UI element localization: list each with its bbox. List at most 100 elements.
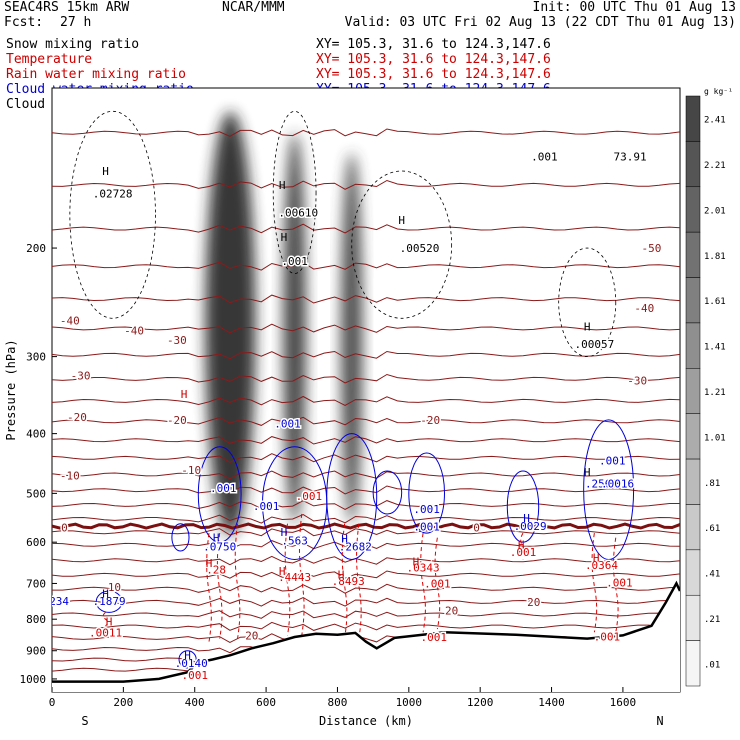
temperature-label: -50 xyxy=(642,242,662,255)
rain-water-label: .4443 xyxy=(278,571,311,584)
isotherm-line xyxy=(52,350,680,360)
isotherm-line xyxy=(52,621,680,631)
cloud-water-label: .001 xyxy=(210,482,237,495)
cloud-water-label: .0750 xyxy=(203,541,236,554)
cloud-water-label: .001 xyxy=(413,521,440,534)
high-marker: H xyxy=(206,557,213,570)
rain-water-contour xyxy=(234,523,241,639)
isotherm-line xyxy=(52,485,680,495)
cloud-water-label: .0016 xyxy=(601,478,634,491)
isotherm-line xyxy=(52,570,680,579)
rain-water-label: .001 xyxy=(181,669,208,682)
isotherm-line xyxy=(52,528,680,537)
temperature-label: 20 xyxy=(445,605,458,618)
x-tick-label: 600 xyxy=(256,696,276,709)
isotherm-line xyxy=(52,395,680,406)
high-marker: H xyxy=(338,569,345,582)
colorbar-swatch xyxy=(685,368,701,414)
colorbar-swatch xyxy=(685,322,701,369)
colorbar-swatch xyxy=(685,231,701,278)
high-marker: H xyxy=(341,533,348,546)
x-tick-label: 1000 xyxy=(396,696,423,709)
colorbar-label: .01 xyxy=(704,660,720,670)
cloud-ice-contour xyxy=(272,110,317,274)
cloud-water-contour xyxy=(506,470,540,543)
cloud-water-contour xyxy=(372,470,403,515)
cloud-water-label: .0029 xyxy=(514,520,547,533)
cloud-ice-label: .00610 xyxy=(278,206,318,219)
y-tick-label: 800 xyxy=(26,613,46,626)
x-tick-label: 200 xyxy=(113,696,133,709)
cloud-water-label: .2560 xyxy=(585,478,618,491)
x-tick-label: 0 xyxy=(49,696,56,709)
temperature-label: 10 xyxy=(108,581,121,594)
forecast-hour: 27 h xyxy=(60,15,92,30)
cloud-water-contour xyxy=(326,433,378,560)
isotherm-line xyxy=(52,453,680,463)
north-label: N xyxy=(656,714,663,728)
high-marker: H xyxy=(213,532,220,545)
high-marker: H xyxy=(281,526,288,539)
cloud-ice-label: .001 xyxy=(531,150,558,163)
x-tick-label: 1400 xyxy=(538,696,565,709)
rain-water-label: .0011 xyxy=(89,626,122,639)
colorbar-label: 2.01 xyxy=(704,206,726,216)
colorbar-label: .41 xyxy=(704,570,720,580)
temperature-label: -40 xyxy=(60,314,80,327)
field-xy-range: XY= 105.3, 31.6 to 124.3,147.6 xyxy=(316,67,551,82)
y-tick-label: 200 xyxy=(26,242,46,255)
rain-water-contour xyxy=(102,612,109,627)
cloud-water-contour xyxy=(583,419,635,560)
cloud-water-label: .001 xyxy=(253,500,280,513)
cloud-ice-contour xyxy=(558,247,617,358)
rain-water-contour xyxy=(216,533,223,639)
temperature-label: 0 xyxy=(473,522,480,535)
snow-column xyxy=(205,111,256,536)
y-tick-label: 300 xyxy=(26,351,46,364)
cloud-ice-contour xyxy=(69,110,156,319)
high-marker: H xyxy=(584,320,591,333)
cloud-water-label: 234 xyxy=(49,595,69,608)
temperature-label: 20 xyxy=(527,596,540,609)
cloud-water-contour xyxy=(171,523,190,552)
colorbar-label: .61 xyxy=(704,524,720,534)
isotherm-line xyxy=(52,555,680,566)
rain-water-label: .001 xyxy=(424,577,451,590)
isotherm-line xyxy=(52,500,680,510)
x-axis-title: Distance (km) xyxy=(319,714,413,728)
isotherm-line xyxy=(52,416,680,426)
colorbar-swatch xyxy=(685,95,701,142)
init-time: Init: 00 UTC Thu 01 Aug 13 xyxy=(532,0,737,15)
colorbar-label: .81 xyxy=(704,479,720,489)
colorbar-swatch xyxy=(685,458,701,505)
rain-water-label: .0343 xyxy=(407,562,440,575)
high-marker: H xyxy=(281,231,288,244)
temperature-label: -30 xyxy=(167,334,187,347)
cloud-water-label: .001 xyxy=(599,454,626,467)
rain-water-label: .001 xyxy=(510,546,537,559)
valid-time: Valid: 03 UTC Fri 02 Aug 13 (22 CDT Thu … xyxy=(344,15,736,30)
isotherm-line xyxy=(52,596,680,607)
isotherm-line xyxy=(52,470,680,480)
colorbar-unit: g kg⁻¹ xyxy=(704,87,733,96)
colorbar-swatch xyxy=(685,594,701,641)
cloud-ice-label: .00520 xyxy=(400,242,440,255)
isotherm-line xyxy=(52,128,680,137)
colorbar-label: 1.41 xyxy=(704,343,726,353)
isotherm-line xyxy=(52,261,680,271)
colorbar-label: 1.01 xyxy=(704,433,726,443)
high-marker: H xyxy=(413,556,420,569)
cloud-water-label: .1879 xyxy=(93,595,126,608)
colorbar-label: 1.61 xyxy=(704,297,726,307)
cloud-ice-label: 73.91 xyxy=(613,150,646,163)
rain-water-contour xyxy=(613,537,619,633)
y-tick-label: 400 xyxy=(26,428,46,441)
field-name: Rain water mixing ratio xyxy=(6,67,187,82)
snow-column xyxy=(341,152,363,524)
rain-water-contour xyxy=(341,523,348,639)
temperature-label: -20 xyxy=(167,414,187,427)
rain-water-label: .001 xyxy=(606,577,633,590)
cloud-water-contour xyxy=(197,446,242,543)
colorbar-label: 1.81 xyxy=(704,252,726,262)
colorbar-swatch xyxy=(685,504,701,551)
